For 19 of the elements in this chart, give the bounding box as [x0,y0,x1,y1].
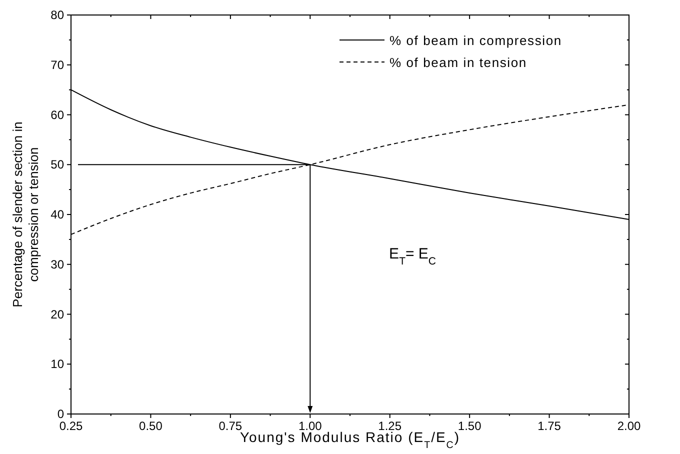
legend-label: % of beam in compression [390,33,562,48]
y-tick-label: 60 [50,108,64,122]
annotation: E$_{T}$= E$_{C}$ [389,245,436,268]
x-tick-label: 0.75 [218,419,242,433]
x-tick-label: 2.00 [617,419,641,433]
y-tick-label: 40 [50,208,64,222]
x-tick-label: 1.50 [458,419,482,433]
y-tick-label: 10 [50,357,64,372]
y-tick-label: 0 [57,407,64,421]
y-tick-label: 80 [50,8,64,22]
x-tick-label: 0.25 [59,419,83,433]
y-tick-label: 20 [50,307,64,322]
y-axis-title: Percentage of slender section in compression or tension [10,122,41,308]
y-tick-label: 30 [50,257,64,272]
x-tick-label: 1.75 [538,419,562,433]
y-tick-label: 70 [50,58,64,72]
x-tick-label: 0.50 [139,419,163,433]
legend-label: % of beam in tension [390,55,527,70]
y-tick-label: 50 [50,158,64,172]
